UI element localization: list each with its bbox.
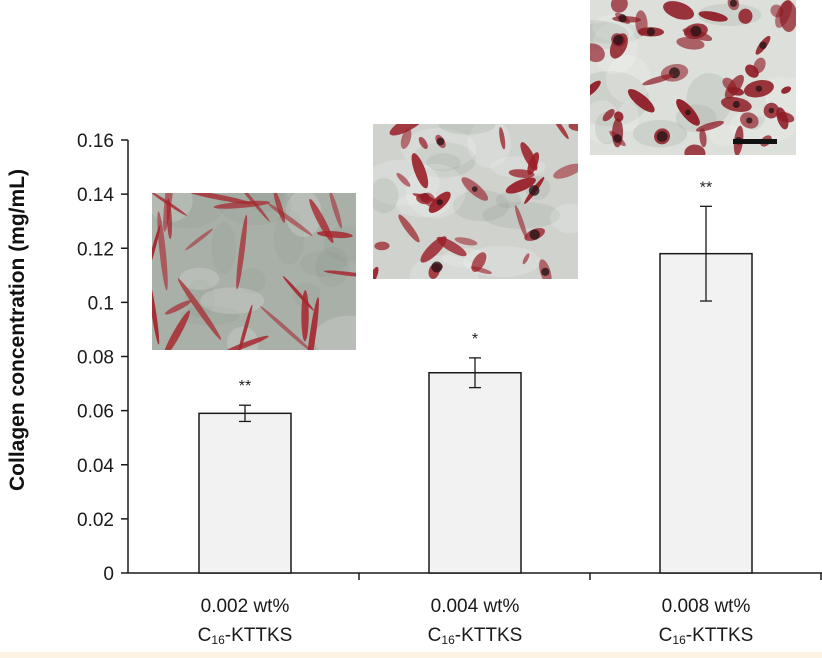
y-tick-label: 0.12: [77, 239, 114, 260]
significance-label: **: [700, 179, 712, 196]
scale-bar: [733, 139, 777, 144]
y-tick-label: 0.08: [77, 348, 114, 369]
micrograph-0-002: [152, 193, 356, 350]
bar: [198, 412, 292, 574]
y-tick-label: 0.14: [77, 185, 114, 206]
y-tick-label: 0.04: [77, 456, 114, 477]
significance-label: **: [239, 378, 251, 395]
bar: [428, 371, 522, 574]
y-tick-label: 0.02: [77, 510, 114, 531]
x-category-label: 0.004 wt% C16-KTTKS: [427, 596, 523, 647]
bottom-border: [0, 652, 822, 658]
x-category-label: 0.002 wt% C16-KTTKS: [197, 596, 293, 647]
x-category-label: 0.008 wt% C16-KTTKS: [658, 596, 754, 647]
y-tick-label: 0.06: [77, 402, 114, 423]
significance-label: *: [472, 331, 478, 348]
axes: 0 0.02 0.04 0.06 0.08 0.1 0.12 0.14 0.16: [77, 131, 822, 585]
y-tick-label: 0.16: [77, 131, 114, 152]
y-tick-label: 0.1: [88, 293, 114, 314]
micrograph-0-008: [590, 0, 796, 155]
micrograph-0-004: [373, 124, 578, 279]
bars: *****: [198, 179, 753, 574]
y-tick-label: 0: [103, 564, 114, 585]
bar: [659, 252, 753, 574]
y-axis-label: Collagen concentration (mg/mL): [6, 169, 29, 491]
